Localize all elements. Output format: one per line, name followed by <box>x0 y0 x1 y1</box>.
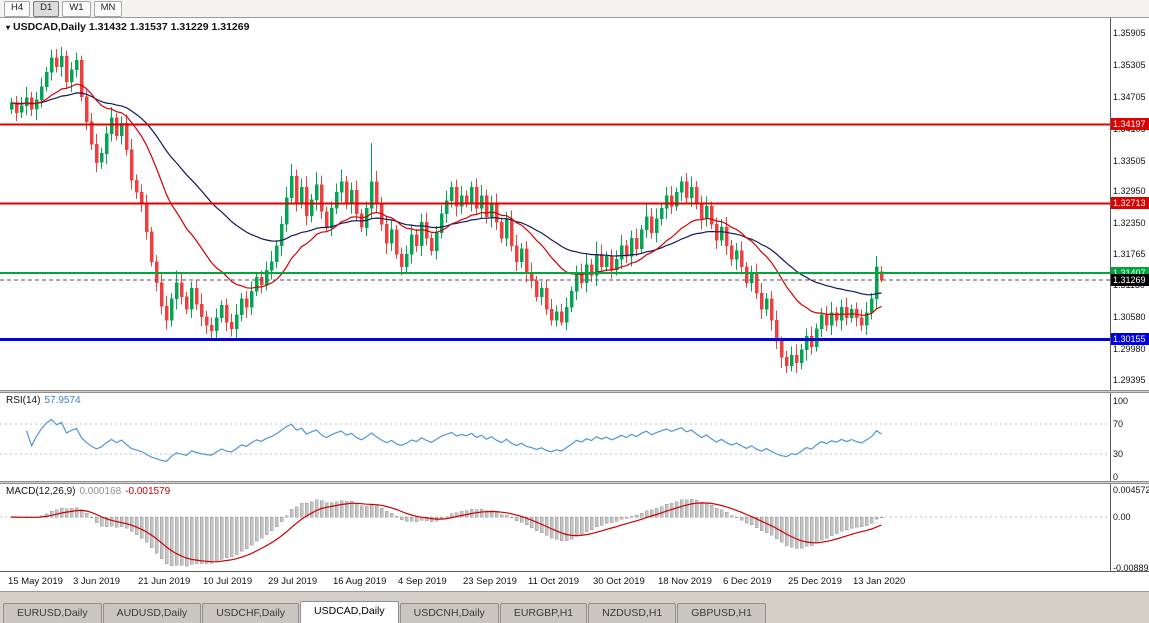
macd-signal-line <box>11 502 882 563</box>
rsi-axis-label: 30 <box>1113 449 1124 459</box>
macd-panel: 0.004572 0.00 -0.008891 MACD(12,26,9)0.000… <box>0 484 1149 573</box>
price-chart-plot[interactable] <box>0 18 1110 390</box>
tab-gbpusd-h1[interactable]: GBPUSD,H1 <box>677 603 766 623</box>
ma-slow-line <box>11 92 882 296</box>
tab-eurgbp-h1[interactable]: EURGBP,H1 <box>499 603 588 623</box>
ma-fast-line <box>11 83 882 316</box>
x-axis-label: 25 Dec 2019 <box>788 576 842 587</box>
macd-y-axis[interactable]: 0.004572 0.00 -0.008891 <box>1110 484 1149 573</box>
y-axis-label: 1.30580 <box>1113 312 1146 322</box>
chart-region: 1.359051.353051.347051.341051.335051.329… <box>0 18 1149 601</box>
x-axis-label: 30 Oct 2019 <box>593 576 645 587</box>
tab-audusd-daily[interactable]: AUDUSD,Daily <box>102 603 202 623</box>
chart-ohlc-values: 1.31432 1.31537 1.31229 1.31269 <box>88 21 250 33</box>
chart-symbol: USDCAD,Daily <box>13 21 86 33</box>
y-axis-label: 1.31765 <box>1113 249 1146 259</box>
y-axis-label: 1.35305 <box>1113 60 1146 70</box>
macd-axis-label: -0.008891 <box>1113 563 1149 573</box>
tab-eurusd-daily[interactable]: EURUSD,Daily <box>3 603 102 623</box>
rsi-panel: 100 70 30 0 RSI(14) 57.9574 <box>0 393 1149 482</box>
y-axis-label: 1.35905 <box>1113 28 1146 38</box>
y-axis-label: 1.32950 <box>1113 186 1146 196</box>
rsi-plot[interactable] <box>0 393 1110 481</box>
y-axis-label: 1.33505 <box>1113 156 1146 166</box>
x-axis-label: 15 May 2019 <box>8 576 63 587</box>
x-axis-label: 6 Dec 2019 <box>723 576 772 587</box>
y-axis-label: 1.34705 <box>1113 92 1146 102</box>
x-axis-label: 29 Jul 2019 <box>268 576 318 587</box>
y-axis-label: 1.32350 <box>1113 218 1146 228</box>
x-axis-label: 13 Jan 2020 <box>853 576 906 587</box>
rsi-value: 57.9574 <box>44 395 81 406</box>
x-axis-label: 23 Sep 2019 <box>463 576 517 587</box>
timeframe-button-d1[interactable]: D1 <box>33 0 60 17</box>
x-axis-label: 16 Aug 2019 <box>333 576 387 587</box>
chart-menu-icon: ▾ <box>6 23 11 32</box>
timeframe-button-h4[interactable]: H4 <box>4 0 31 17</box>
price-panel: 1.359051.353051.347051.341051.335051.329… <box>0 18 1149 390</box>
rsi-label: RSI(14) 57.9574 <box>6 395 81 406</box>
tab-nzdusd-h1[interactable]: NZDUSD,H1 <box>588 603 677 623</box>
support-blue-price-tag: 1.30155 <box>1111 333 1149 345</box>
macd-value-main: 0.000168 <box>79 486 122 497</box>
macd-value-signal: -0.001579 <box>125 486 171 497</box>
rsi-y-axis[interactable]: 100 70 30 0 <box>1110 393 1149 482</box>
tab-usdcnh-daily[interactable]: USDCNH,Daily <box>399 603 499 623</box>
x-axis[interactable]: 15 May 2019 3 Jun 2019 21 Jun 2019 10 Jul 2… <box>0 571 1149 591</box>
rsi-line <box>25 418 882 462</box>
macd-plot[interactable] <box>0 484 1110 571</box>
chart-tab-bar: EURUSD,Daily AUDUSD,Daily USDCHF,Daily USDC… <box>0 601 1149 623</box>
panel-splitter[interactable] <box>0 481 1149 484</box>
macd-histogram <box>9 498 884 567</box>
x-axis-label: 3 Jun 2019 <box>73 576 121 587</box>
timeframe-toolbar: H4 D1 W1 MN <box>0 0 1149 18</box>
rsi-axis-label: 0 <box>1113 472 1119 482</box>
tab-usdcad-daily[interactable]: USDCAD,Daily <box>300 601 399 623</box>
rsi-axis-label: 100 <box>1113 396 1129 406</box>
timeframe-button-mn[interactable]: MN <box>93 0 123 17</box>
panel-splitter[interactable] <box>0 390 1149 393</box>
y-axis-label: 1.29395 <box>1113 375 1146 385</box>
price-y-axis[interactable]: 1.359051.353051.347051.341051.335051.329… <box>1110 18 1149 390</box>
tab-usdchf-daily[interactable]: USDCHF,Daily <box>202 603 300 623</box>
rsi-axis-label: 70 <box>1113 419 1124 429</box>
macd-label: MACD(12,26,9) 0.000168 -0.001579 <box>6 486 171 497</box>
chart-title: ▾ USDCAD,Daily 1.31432 1.31537 1.31229 1.… <box>6 21 249 33</box>
current-price-tag: 1.31269 <box>1111 274 1149 286</box>
candles <box>9 47 884 374</box>
bottom-gap <box>0 591 1149 601</box>
macd-axis-label: 0.004572 <box>1113 485 1149 495</box>
timeframe-button-w1[interactable]: W1 <box>62 0 91 17</box>
y-axis-label: 1.29980 <box>1113 344 1146 354</box>
resistance-lower-price-tag: 1.32713 <box>1111 197 1149 209</box>
macd-axis-label: 0.00 <box>1113 512 1131 522</box>
x-axis-label: 21 Jun 2019 <box>138 576 191 587</box>
x-axis-label: 18 Nov 2019 <box>658 576 712 587</box>
x-axis-label: 10 Jul 2019 <box>203 576 253 587</box>
x-axis-label: 11 Oct 2019 <box>528 576 580 587</box>
x-axis-label: 4 Sep 2019 <box>398 576 447 587</box>
resistance-upper-price-tag: 1.34197 <box>1111 118 1149 130</box>
